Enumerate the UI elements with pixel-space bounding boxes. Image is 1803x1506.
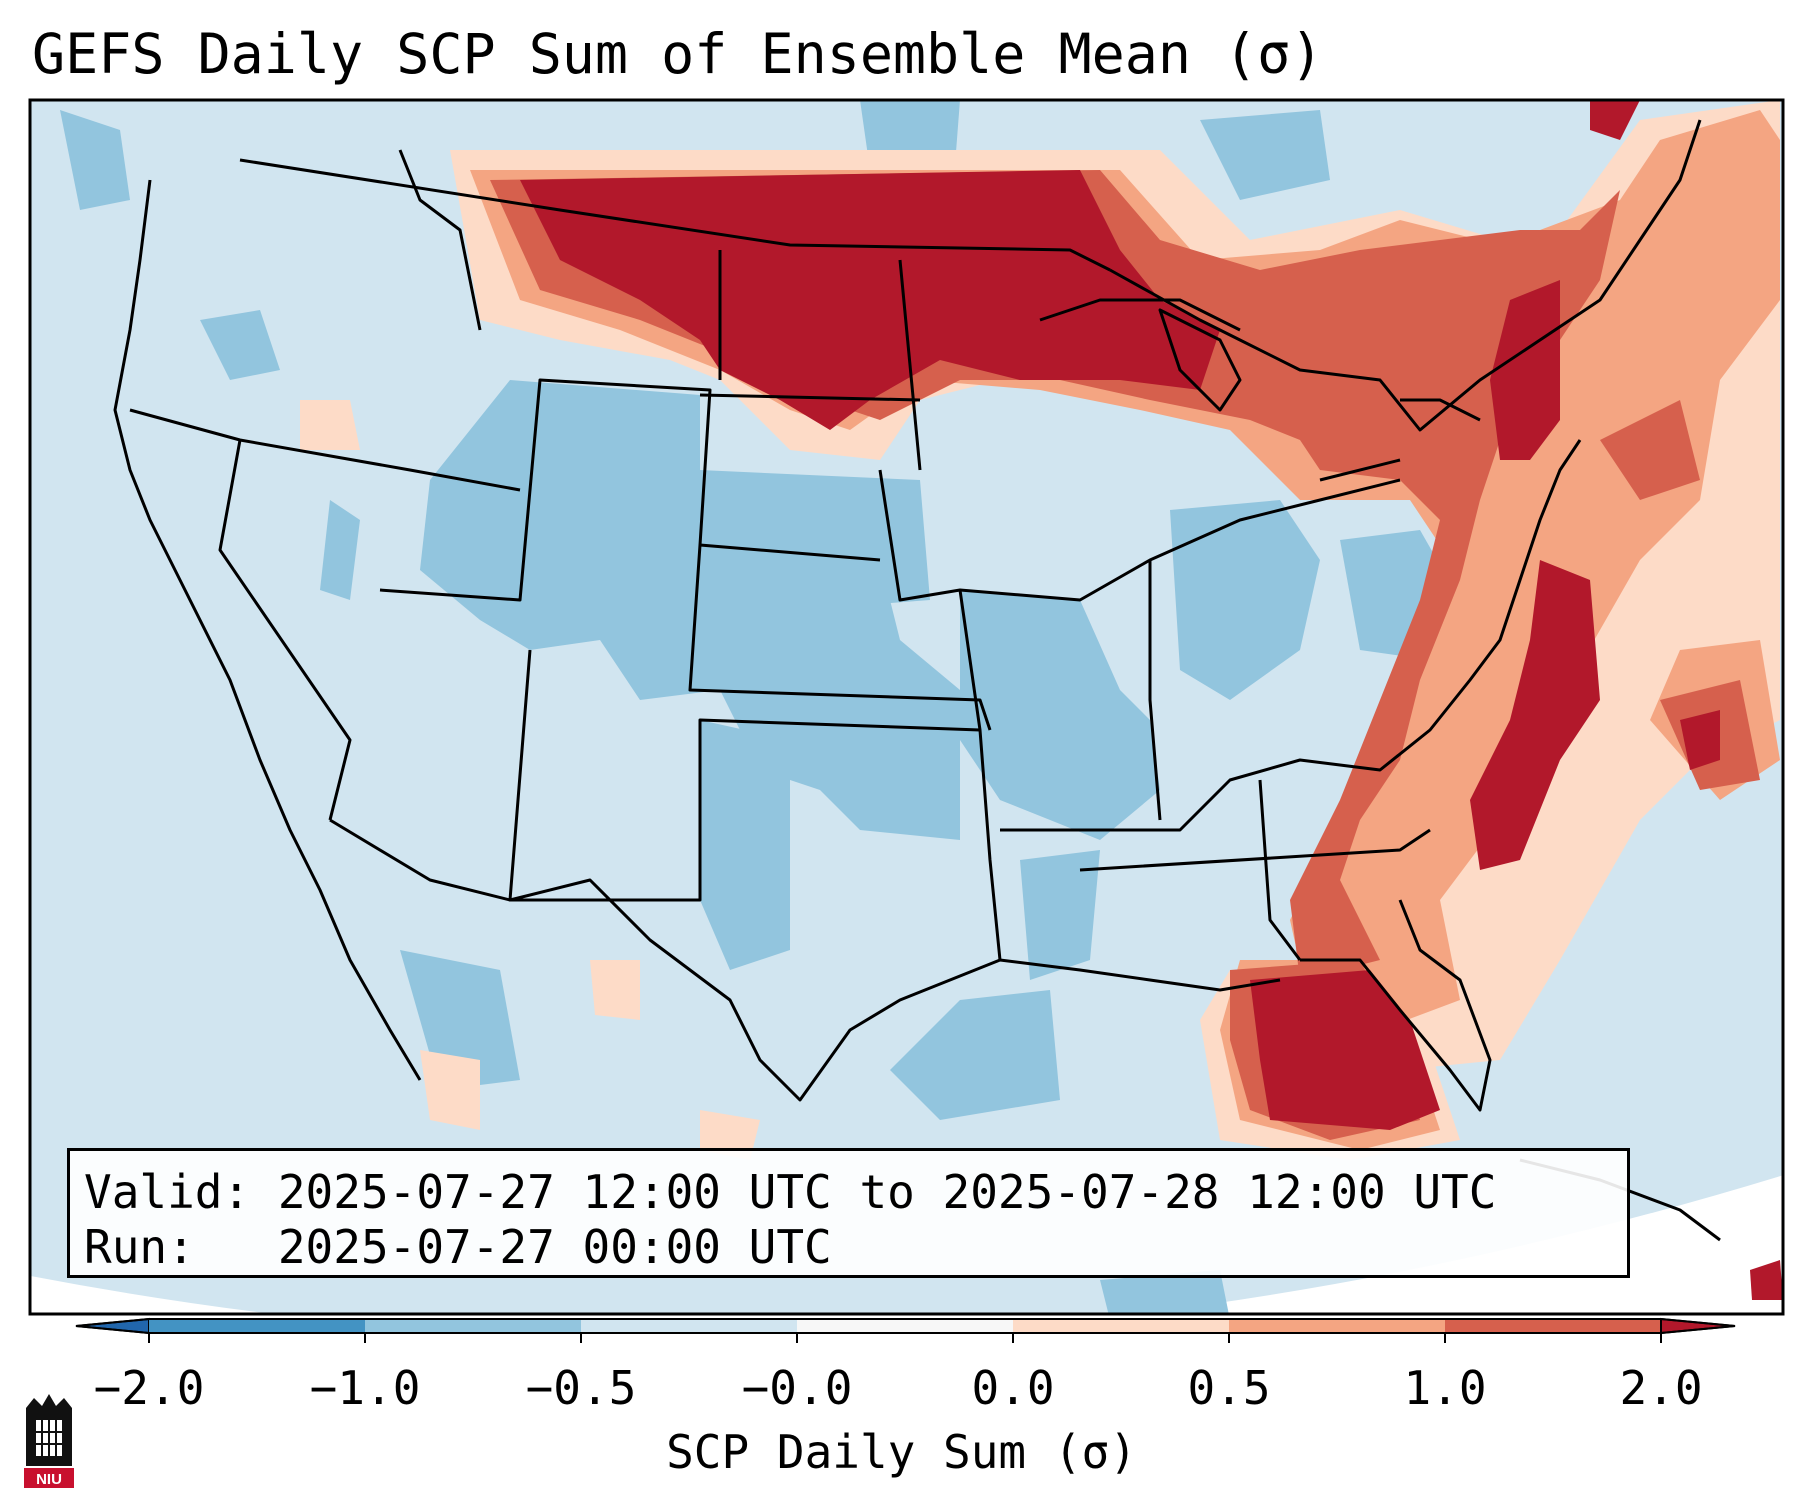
colorbar-segment-7 xyxy=(1445,1319,1661,1333)
colorbar-tick-label: 0.0 xyxy=(971,1361,1055,1415)
run-line: Run: 2025-07-27 00:00 UTC xyxy=(84,1220,832,1274)
colorbar-segment-6 xyxy=(1229,1319,1445,1333)
very-high-areas xyxy=(520,100,1783,1300)
canada-border xyxy=(239,158,1111,272)
niu-logo-icon: NIU xyxy=(24,1394,74,1488)
state-line-7 xyxy=(1079,828,1431,872)
east-coast-states xyxy=(1000,439,1582,832)
colorbar-tick-label: 0.5 xyxy=(1187,1361,1271,1415)
lake-ontario xyxy=(1400,398,1481,422)
state-line-4 xyxy=(878,469,1401,602)
minnesota-line xyxy=(898,259,922,471)
colorbar-extend-high xyxy=(1660,1317,1736,1335)
state-line-5 xyxy=(958,589,1002,961)
idaho-border xyxy=(398,149,482,331)
boundaries xyxy=(113,119,1721,1242)
colorbar-segment-1 xyxy=(149,1319,365,1333)
colorbar-segment-2 xyxy=(365,1319,581,1333)
florida-outline xyxy=(1300,899,1492,1112)
colorbar-segment-3 xyxy=(581,1319,797,1333)
nd-sd-line xyxy=(699,393,921,402)
lake-erie xyxy=(1319,458,1401,482)
valid-info-box: Valid: 2025-07-27 12:00 UTC to 2025-07-2… xyxy=(67,1148,1630,1278)
valid-line: Valid: 2025-07-27 12:00 UTC to 2025-07-2… xyxy=(84,1165,1497,1219)
map-frame xyxy=(28,98,1785,1316)
colorbar-segment-5 xyxy=(1013,1319,1229,1333)
state-line-6 xyxy=(508,649,981,902)
nevada-border xyxy=(218,439,352,821)
colorbar-tick-label: −1.0 xyxy=(309,1361,421,1415)
colorbar-tick-label: −0.5 xyxy=(525,1361,637,1415)
colorbar-tick-label: −2.0 xyxy=(93,1361,205,1415)
state-line-2 xyxy=(379,378,881,602)
lake-superior xyxy=(1039,298,1241,332)
colorbar-tick-label: 2.0 xyxy=(1619,1361,1703,1415)
colorbar-tick-label: 1.0 xyxy=(1403,1361,1487,1415)
state-line-1 xyxy=(129,408,521,492)
colorbar xyxy=(75,1317,1736,1343)
logo-text: NIU xyxy=(36,1471,62,1488)
state-line-9 xyxy=(1148,560,1162,821)
map-layers xyxy=(30,100,1783,1314)
west-coast xyxy=(113,179,422,1081)
state-line-3 xyxy=(688,544,992,731)
colorbar-label: SCP Daily Sum (σ) xyxy=(666,1425,1137,1479)
gulf-coast xyxy=(329,818,1281,1102)
colorbar-tick-marks xyxy=(148,1333,1662,1343)
colorbar-extend-low xyxy=(75,1317,150,1335)
colorbar-segment-4 xyxy=(797,1319,1013,1333)
chart-title: GEFS Daily SCP Sum of Ensemble Mean (σ) xyxy=(32,22,1324,86)
state-line-8 xyxy=(1258,779,1302,961)
lake-michigan xyxy=(1158,308,1242,412)
colorbar-tick-label: −0.0 xyxy=(741,1361,853,1415)
